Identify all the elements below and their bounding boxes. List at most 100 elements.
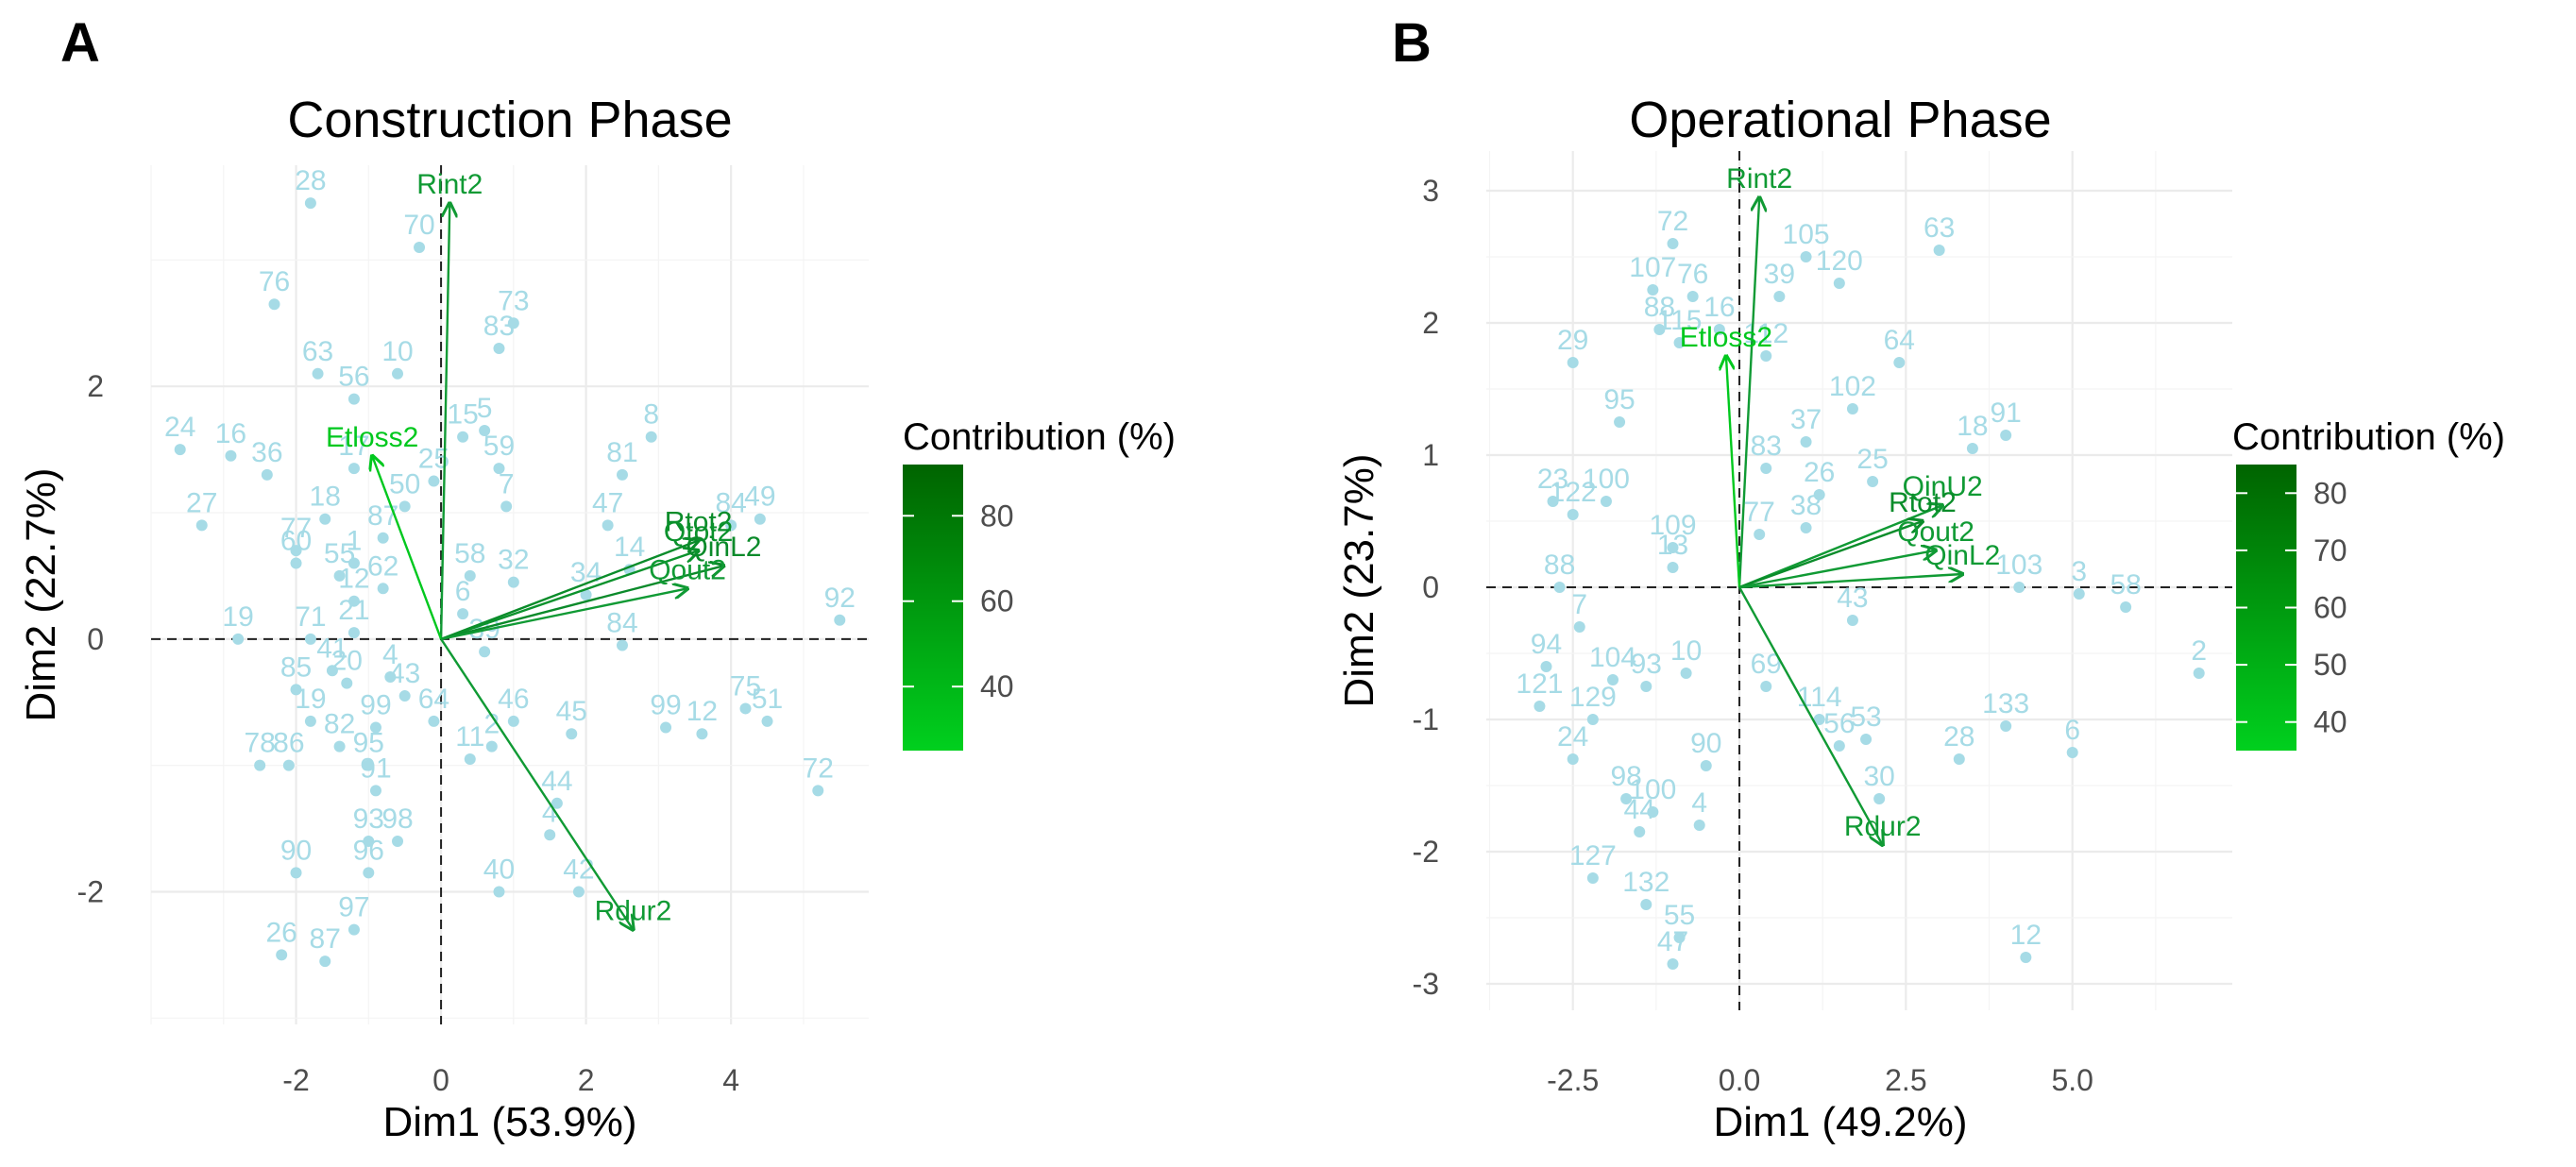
y-tick-label: 2 [87,369,104,403]
data-point-label: 84 [606,608,637,639]
data-point-label: 95 [1603,384,1635,415]
data-point-label: 19 [222,601,253,633]
data-point [1686,291,1699,302]
grid [1486,151,2232,1010]
data-point [660,721,672,734]
data-point-label: 29 [1557,325,1588,356]
data-point-label: 90 [1690,728,1721,759]
data-point-label: 8 [643,399,659,431]
data-point [507,576,519,588]
data-point [1867,476,1879,487]
data-point [398,690,411,702]
data-point [739,702,752,715]
data-point [602,519,614,532]
data-point [1667,958,1679,970]
variable-label: Rtot2 [665,506,733,537]
data-point [1773,291,1786,302]
legend-tick-label: 50 [2313,648,2347,682]
y-axis-label: Dim2 (23.7%) [1336,454,1382,708]
variable-label: Qout2 [1897,516,1974,548]
data-point-label: 5 [477,393,493,424]
data-point [580,589,592,600]
data-point-label: 92 [824,583,856,614]
data-point [290,545,302,557]
x-tick-label: -2 [282,1063,309,1097]
data-point [1693,820,1705,831]
data-point [2066,747,2078,758]
data-point-label: 36 [251,437,282,468]
data-point-label: 40 [483,854,515,885]
data-point [290,557,302,569]
data-point [2000,430,2012,441]
data-point-label: 82 [324,709,355,740]
y-tick-label: 3 [1422,174,1439,208]
data-point-label: 43 [389,658,420,689]
variable-arrow [1737,586,1883,845]
data-point [1667,238,1679,249]
data-point [261,468,273,481]
data-point-label: 114 [1797,682,1842,713]
data-point-label: 16 [1703,292,1735,323]
data-point-label: 24 [1557,721,1588,753]
data-point-label: 98 [381,803,413,835]
data-point [414,241,426,253]
data-point-label: 42 [563,854,594,885]
data-point-label: 85 [280,651,312,683]
data-point-label: 96 [353,835,384,866]
data-point [195,519,208,532]
data-point [369,721,381,734]
data-point-label: 76 [1677,259,1708,290]
data-point-label: 95 [353,728,384,759]
x-tick-label: 0.0 [1719,1063,1760,1097]
data-point-label: 76 [259,266,290,297]
data-point [377,583,389,595]
data-point [493,343,505,355]
data-point [363,759,375,771]
legend-tick-label: 70 [2313,533,2347,567]
data-point-label: 107 [1629,252,1676,283]
data-point [464,753,476,765]
data-point-label: 19 [295,684,326,715]
data-point-label: 27 [186,487,217,518]
data-point-label: 51 [752,684,783,715]
data-point [761,715,773,727]
data-point [304,197,316,210]
data-point-label: 11 [455,721,484,753]
data-point [347,463,360,475]
data-point [507,317,519,330]
data-point [1634,826,1646,837]
variable-label: Rdur2 [1844,811,1922,842]
y-tick-label: -2 [77,874,104,908]
data-point [834,614,846,626]
data-point [645,431,657,443]
data-point [1547,496,1559,507]
data-point-label: 4 [1691,787,1707,819]
data-point-label: 71 [295,601,326,633]
variable-label: Qtot2 [664,516,733,548]
variable-label: QinL2 [686,532,761,563]
y-tick-label: 1 [1422,438,1439,472]
data-point [493,886,505,898]
data-point [616,468,628,481]
data-point-label: 102 [1829,371,1876,402]
data-point [225,449,237,462]
data-point [1713,324,1725,335]
data-point-label: 28 [295,165,326,196]
data-point-label: 78 [244,728,275,759]
data-point [276,949,288,961]
data-point-label: 37 [1790,404,1822,435]
data-point [566,728,578,740]
data-point-label: 73 [498,285,529,316]
data-point-label: 115 [1657,305,1703,336]
variable-label: Etloss2 [1680,322,1772,353]
data-point-label: 24 [164,412,195,443]
data-point-label: 38 [1790,490,1822,521]
data-point [1573,621,1585,633]
data-point-label: 104 [1589,642,1636,673]
legend-title: Contribution (%) [903,416,1176,458]
data-point-label: 12 [338,564,369,595]
data-point [1833,740,1845,752]
data-point-label: 93 [353,803,384,835]
data-point-label: 7 [1571,589,1587,620]
data-point-label: 93 [1631,649,1662,680]
